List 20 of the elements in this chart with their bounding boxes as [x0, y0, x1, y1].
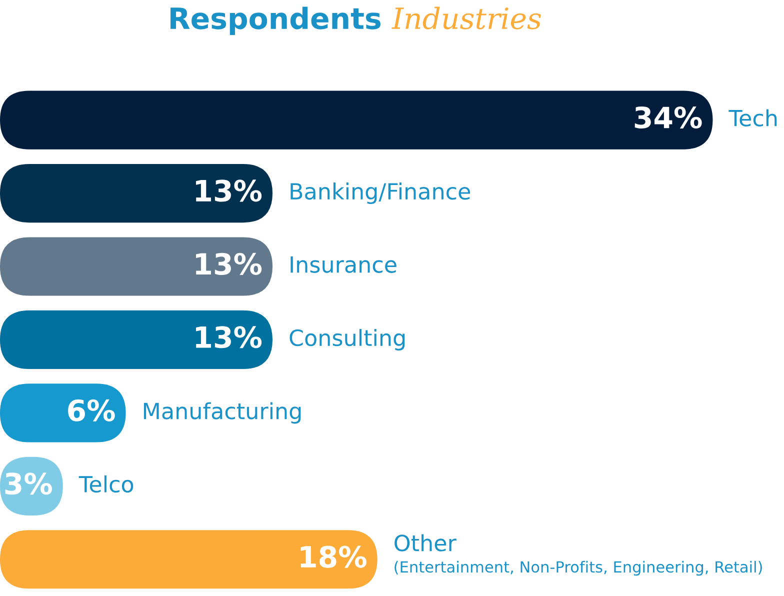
chart-title: Respondents Industries: [170, 6, 541, 35]
data-label: 18%: [300, 546, 366, 568]
bar: [0, 310, 273, 370]
bar: [0, 530, 378, 589]
y-tick-label: Manufacturing: [144, 402, 301, 424]
data-label: 13%: [196, 326, 262, 348]
data-label: 3%: [5, 472, 52, 495]
y-tick-label: Banking/Finance: [290, 182, 470, 204]
y-tick-label: Other (Entertainment, Non-Profits, Engineering, Retail): [394, 534, 762, 576]
bar: [0, 164, 273, 223]
data-label: 13%: [196, 252, 262, 275]
data-label: 34%: [634, 106, 702, 129]
bar: [0, 90, 713, 150]
data-label: 6%: [68, 399, 115, 422]
y-tick-label: Insurance: [290, 256, 396, 273]
y-tick-label: Consulting: [290, 328, 405, 350]
data-label: 13%: [196, 180, 262, 202]
bar: [0, 237, 273, 296]
y-tick-label: Tech: [728, 109, 777, 126]
y-tick-label: Telco: [78, 475, 134, 493]
